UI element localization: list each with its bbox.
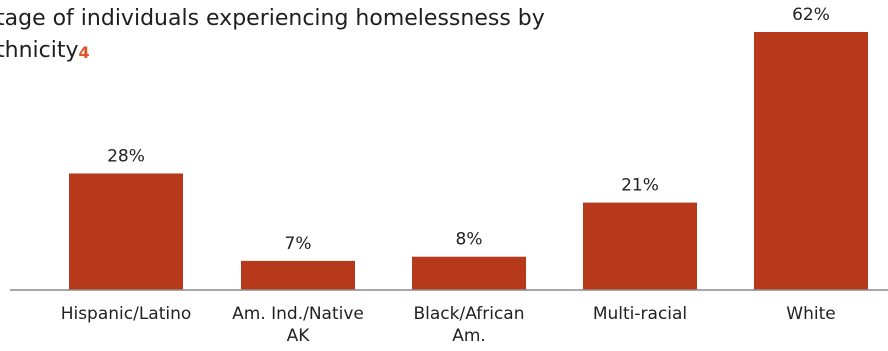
value-label-1: 7%: [285, 234, 312, 254]
category-label-0: Hispanic/Latino: [61, 304, 192, 324]
value-label-4: 62%: [792, 5, 830, 25]
category-label-3: Multi-racial: [593, 304, 687, 324]
title-line-1: tage of individuals experiencing homeles…: [0, 6, 545, 31]
bar-1: [241, 260, 355, 290]
title-line-2-text: thnicity: [0, 38, 79, 63]
chart-title: tage of individuals experiencing homeles…: [0, 3, 716, 67]
category-label-4: White: [786, 304, 835, 324]
title-footnote-marker: 4: [78, 43, 90, 62]
bar-2: [412, 256, 526, 290]
bar-3: [583, 202, 697, 290]
category-label-1: Am. Ind./Native AK: [232, 304, 364, 346]
value-label-0: 28%: [107, 146, 145, 166]
value-label-3: 21%: [621, 176, 659, 196]
value-label-2: 8%: [456, 230, 483, 250]
title-line-2: thnicity4: [0, 35, 716, 67]
bar-0: [69, 173, 183, 290]
category-label-2: Black/African Am.: [414, 304, 525, 346]
bar-4: [754, 32, 868, 290]
